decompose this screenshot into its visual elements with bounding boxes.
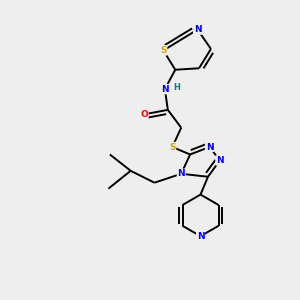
Text: N: N [177, 169, 185, 178]
Text: N: N [194, 25, 201, 34]
Text: S: S [160, 46, 167, 55]
Text: N: N [197, 232, 204, 241]
Text: H: H [173, 83, 180, 92]
Text: O: O [140, 110, 148, 119]
Text: N: N [216, 156, 224, 165]
Text: S: S [169, 142, 175, 152]
Text: N: N [206, 142, 213, 152]
Text: N: N [161, 85, 169, 94]
